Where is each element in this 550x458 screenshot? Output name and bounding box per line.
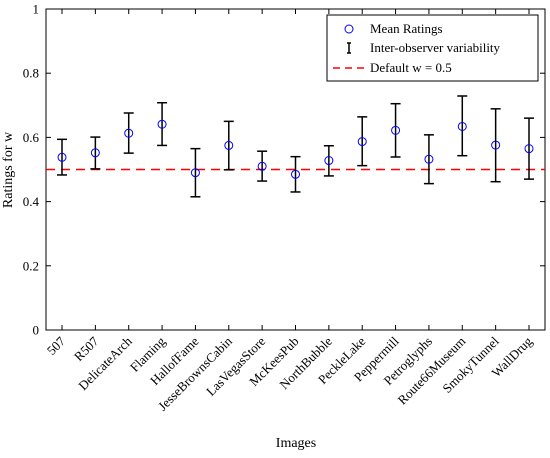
- error-bars: [57, 95, 534, 198]
- mean-point: [57, 152, 67, 162]
- error-bar: [423, 134, 434, 185]
- mean-point: [391, 125, 401, 135]
- error-bar: [490, 108, 501, 183]
- mean-point: [90, 148, 100, 158]
- x-tick-label: 507: [44, 333, 69, 358]
- legend: Mean Ratings Inter-observer variability …: [326, 14, 539, 82]
- legend-marker-mean: [344, 24, 354, 34]
- error-bar: [190, 147, 201, 198]
- error-bar: [323, 144, 334, 177]
- mean-point: [357, 137, 367, 147]
- mean-point: [491, 140, 501, 150]
- mean-point: [324, 156, 334, 166]
- error-bar: [57, 138, 67, 176]
- mean-points: [57, 119, 534, 179]
- y-tick-label: 0.8: [23, 66, 39, 81]
- mean-point: [524, 144, 534, 154]
- error-bar: [390, 102, 401, 158]
- mean-point: [291, 169, 300, 179]
- x-axis-title: Images: [276, 436, 316, 451]
- mean-point: [257, 161, 267, 171]
- y-tick-label: 0.4: [23, 194, 40, 209]
- error-bar: [457, 95, 468, 157]
- error-bar: [123, 112, 134, 154]
- error-bar: [157, 101, 168, 147]
- mean-point: [190, 168, 200, 178]
- y-ticks: 0 0.2 0.4 0.6 0.8 1: [23, 2, 545, 338]
- error-bar: [257, 150, 268, 182]
- y-tick-label: 0.2: [23, 258, 39, 273]
- mean-point: [157, 119, 167, 129]
- error-bar: [357, 116, 368, 167]
- y-tick-label: 0.6: [23, 130, 40, 145]
- legend-box: [326, 14, 539, 82]
- mean-point: [124, 128, 134, 138]
- legend-label-default: Default w = 0.5: [370, 60, 452, 75]
- y-tick-label: 1: [33, 2, 40, 17]
- error-bar: [290, 155, 301, 193]
- y-tick-label: 0: [33, 323, 40, 338]
- legend-label-mean: Mean Ratings: [370, 21, 443, 36]
- legend-marker-errorbar: [347, 42, 351, 54]
- mean-point: [457, 121, 467, 131]
- mean-point: [224, 140, 234, 150]
- error-bar: [223, 120, 234, 171]
- error-bar: [524, 117, 534, 180]
- legend-label-errorbar: Inter-observer variability: [370, 40, 501, 55]
- mean-point: [424, 154, 434, 164]
- error-bar: [90, 136, 101, 170]
- y-axis-title: Ratings for w: [1, 131, 16, 208]
